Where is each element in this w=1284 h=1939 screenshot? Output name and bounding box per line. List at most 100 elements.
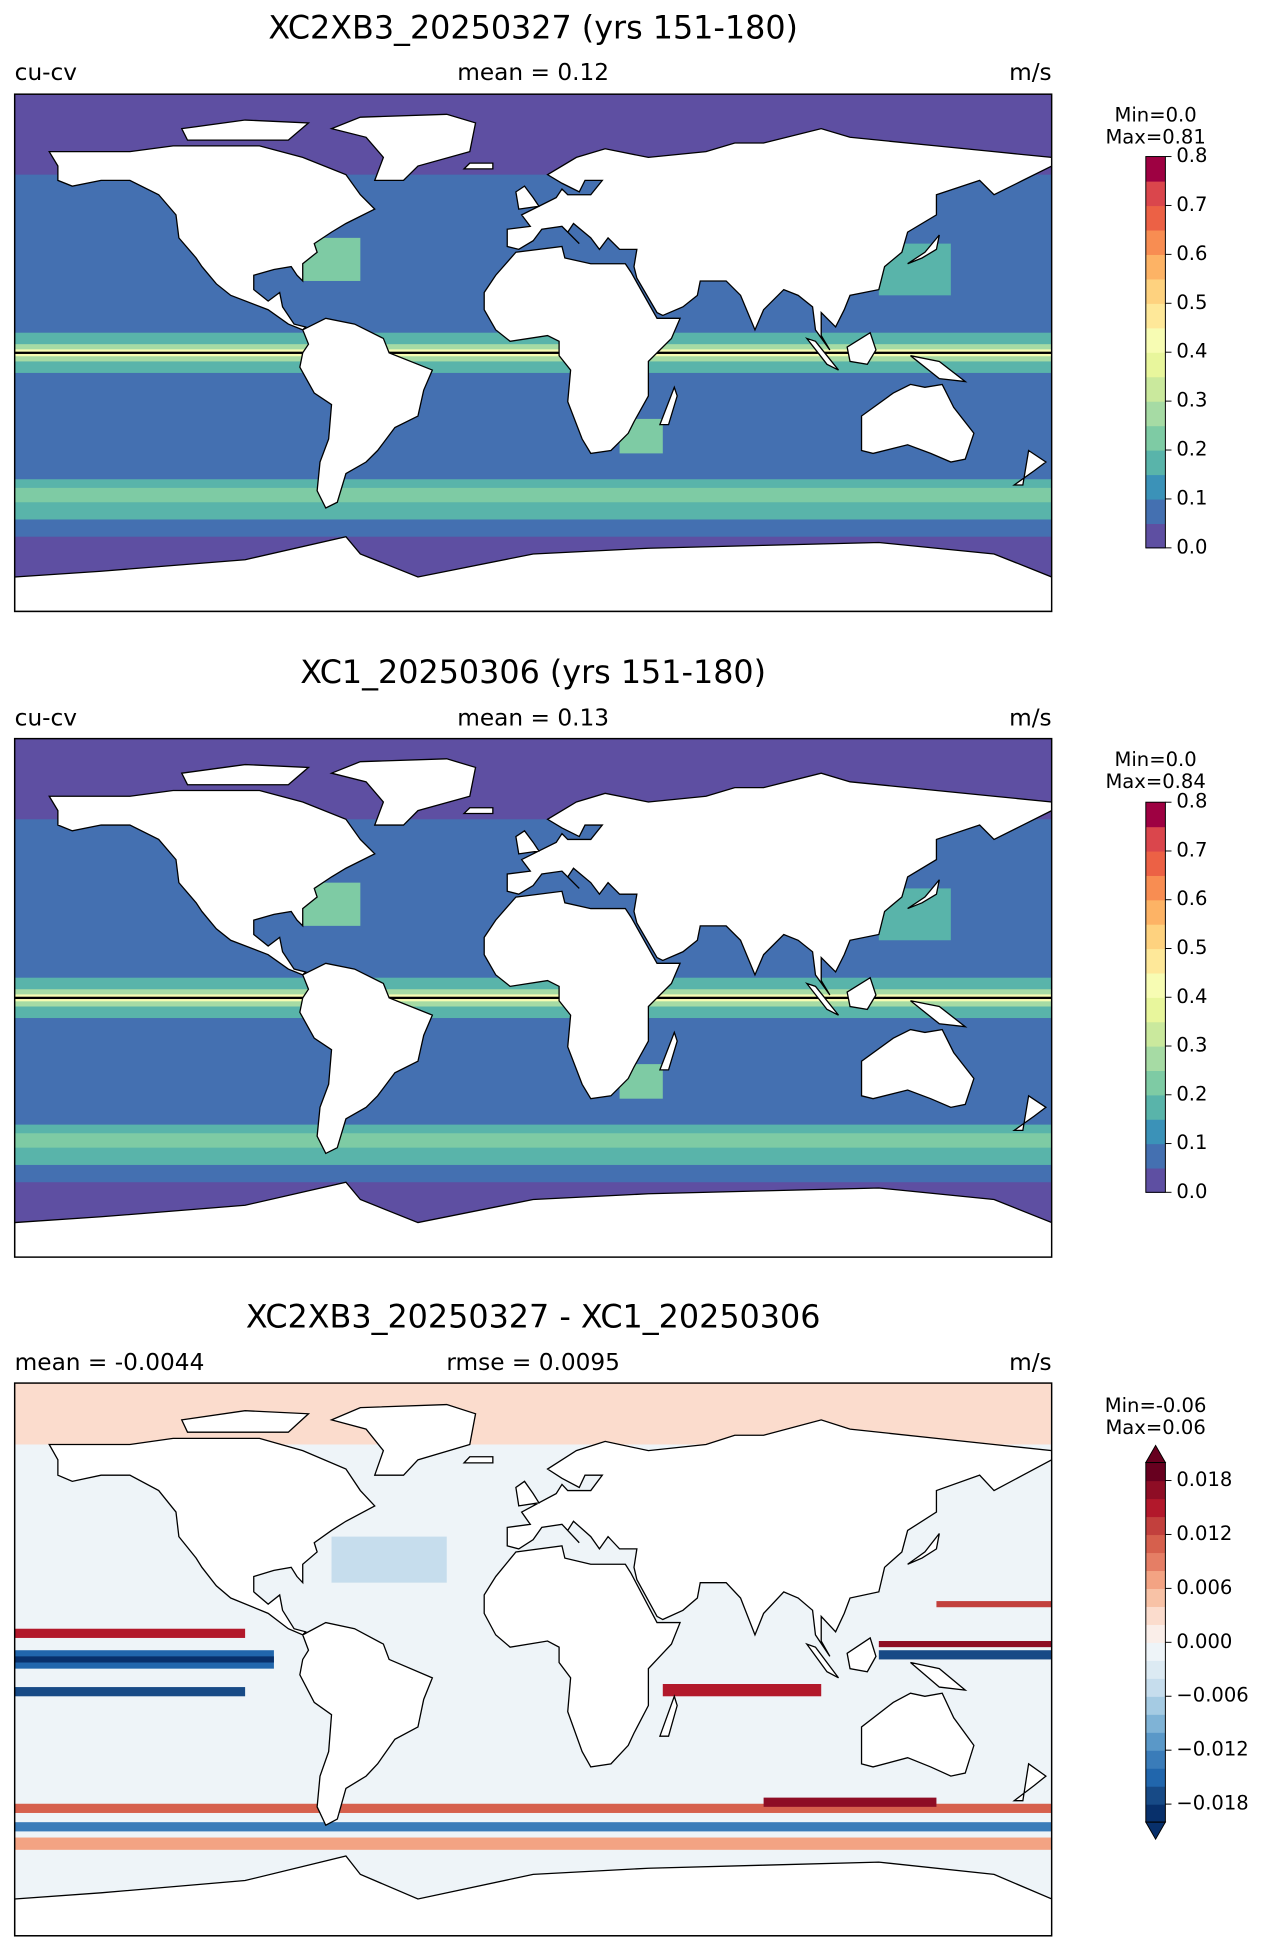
colorbar-tick-label: 0.018: [1176, 1468, 1232, 1491]
units-label: m/s: [1009, 59, 1052, 86]
colorbar-extend: [1144, 1444, 1167, 1464]
colorbar-level: [1145, 278, 1166, 304]
colorbar-level: [1145, 899, 1166, 925]
ocean-field: [14, 1803, 1052, 1813]
colorbar-level: [1145, 181, 1166, 207]
colorbar-level: [1145, 802, 1166, 828]
colorbar-level: [1145, 474, 1166, 500]
map-projection: [14, 1383, 1052, 1936]
colorbar-level: [1145, 1021, 1166, 1047]
min-label: Min=0.0: [1115, 748, 1197, 771]
colorbar-tick-label: 0.2: [1176, 438, 1207, 461]
map-projection: [14, 94, 1052, 612]
colorbar-tick-label: 0.7: [1176, 838, 1207, 861]
min-label: Min=0.0: [1115, 104, 1197, 127]
colorbar-level: [1145, 1046, 1166, 1072]
colorbar-tick-label: 0.7: [1176, 193, 1207, 216]
colorbar-level: [1145, 1094, 1166, 1120]
colorbar-level: [1145, 1480, 1166, 1500]
max-label: Max=0.81: [1105, 126, 1205, 149]
panel-title: XC2XB3_20250327 - XC1_20250306: [246, 1298, 821, 1335]
map: [14, 94, 1052, 612]
colorbar-level: [1145, 376, 1166, 402]
map: [14, 738, 1052, 1258]
colorbar-level: [1145, 205, 1166, 231]
colorbar-tick-label: −0.006: [1176, 1684, 1248, 1707]
ocean-field: [878, 1641, 1052, 1648]
colorbar-level: [1145, 948, 1166, 974]
colorbar-level: [1145, 1750, 1166, 1769]
colorbar-level: [1145, 1570, 1166, 1589]
colorbar-tick-label: 0.006: [1176, 1576, 1232, 1599]
colorbar-level: [1145, 425, 1166, 451]
colorbar-level: [1145, 450, 1166, 476]
colorbar-level: [1145, 254, 1166, 280]
colorbar-tick-label: 0.8: [1176, 790, 1207, 813]
panel-title: XC1_20250306 (yrs 151-180): [300, 654, 766, 691]
colorbar-tick-label: 0.0: [1176, 535, 1207, 558]
colorbar-level: [1145, 229, 1166, 255]
colorbar-level: [1145, 1552, 1166, 1572]
ocean-field: [14, 351, 1052, 354]
ocean-field: [331, 1536, 447, 1583]
colorbar-level: [1145, 972, 1166, 998]
colorbar-level: [1145, 1516, 1166, 1536]
colorbar-level: [1145, 1119, 1166, 1145]
colorbar-tick-label: 0.000: [1176, 1630, 1232, 1653]
map-projection: [14, 738, 1052, 1258]
colorbar-level: [1145, 875, 1166, 901]
colorbar-level: [1145, 498, 1166, 525]
colorbar-extend: [1144, 1821, 1167, 1841]
colorbar-level: [1145, 997, 1166, 1023]
ocean-field: [878, 1650, 1052, 1660]
ocean-field: [14, 1837, 1052, 1850]
map-frame: [13, 1382, 1053, 1937]
colorbar-tick-label: 0.6: [1176, 242, 1207, 265]
center-label: rmse = 0.0095: [446, 1349, 620, 1376]
colorbar-level: [1145, 1696, 1166, 1715]
ocean-field: [936, 1601, 1052, 1608]
colorbar-level: [1145, 1167, 1166, 1193]
colorbar-tick-label: 0.5: [1176, 936, 1207, 959]
panel-title: XC2XB3_20250327 (yrs 151-180): [268, 9, 798, 46]
ocean-field: [14, 1822, 1052, 1832]
colorbar-tick-label: 0.012: [1176, 1522, 1232, 1545]
colorbar-level: [1145, 826, 1166, 852]
ocean-field: [14, 487, 1052, 503]
left-label: cu-cv: [15, 705, 78, 732]
colorbar-tick-label: 0.8: [1176, 144, 1207, 167]
ocean-field: [14, 996, 1052, 1000]
colorbar-level: [1145, 850, 1166, 876]
ocean-field: [14, 1656, 274, 1663]
colorbar-tick-label: 0.6: [1176, 887, 1207, 910]
map-frame: [13, 93, 1053, 613]
colorbar-level: [1145, 303, 1166, 329]
colorbar-level: [1145, 1786, 1166, 1805]
colorbar-tick-label: 0.3: [1176, 1034, 1207, 1057]
min-label: Min=-0.06: [1105, 1394, 1207, 1417]
colorbar-frame: [1145, 801, 1166, 1193]
colorbar-level: [1145, 1143, 1166, 1169]
left-label: cu-cv: [15, 59, 78, 86]
colorbar-level: [1145, 1714, 1166, 1733]
max-label: Max=0.06: [1105, 1416, 1205, 1439]
colorbar-tick-label: −0.018: [1176, 1792, 1248, 1815]
colorbar-level: [1145, 1606, 1166, 1625]
colorbar-tick-label: 0.0: [1176, 1180, 1207, 1203]
colorbar-level: [1145, 1498, 1166, 1518]
map-frame: [13, 737, 1053, 1258]
colorbar-level: [1145, 327, 1166, 353]
colorbar-tick-label: 0.1: [1176, 486, 1207, 509]
colorbar-tick-label: 0.4: [1176, 340, 1207, 363]
colorbar-level: [1145, 1768, 1166, 1787]
ocean-field: [14, 1687, 246, 1697]
left-label: mean = -0.0044: [15, 1349, 205, 1376]
colorbar-tick-label: 0.1: [1176, 1131, 1207, 1154]
colorbar-tick-label: 0.4: [1176, 985, 1207, 1008]
units-label: m/s: [1009, 705, 1052, 732]
colorbar-level: [1145, 1678, 1166, 1697]
colorbar-tick-label: −0.012: [1176, 1738, 1248, 1761]
colorbar-tick-label: 0.5: [1176, 291, 1207, 314]
units-label: m/s: [1009, 1349, 1052, 1376]
